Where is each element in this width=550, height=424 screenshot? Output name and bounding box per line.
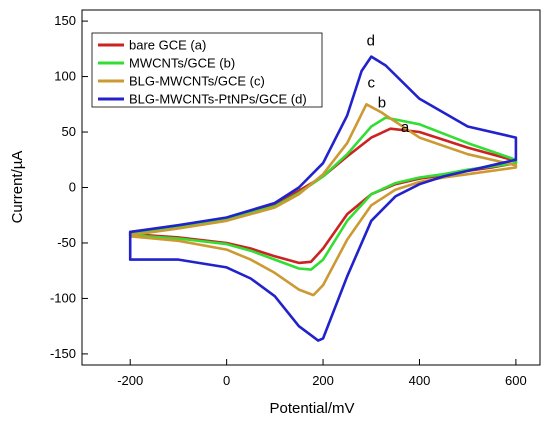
legend-entry-d: BLG-MWCNTs-PtNPs/GCE (d) xyxy=(129,92,307,107)
legend: bare GCE (a) MWCNTs/GCE (b) BLG-MWCNTs/GCE… xyxy=(91,32,323,108)
y-tick-label: -50 xyxy=(57,235,76,250)
x-tick-label: 400 xyxy=(409,373,431,388)
x-tick-label: -200 xyxy=(117,373,143,388)
y-tick-label: -100 xyxy=(50,290,76,305)
legend-entry-b: MWCNTs/GCE (b) xyxy=(129,56,235,71)
curve-label-d: d xyxy=(367,33,375,50)
series-line-c xyxy=(128,103,518,297)
legend-entry-c: BLG-MWCNTs/GCE (c) xyxy=(129,74,265,89)
curve-label-b: b xyxy=(378,95,386,112)
y-tick-label: 150 xyxy=(54,13,76,28)
y-tick-label: 100 xyxy=(54,69,76,84)
curve-label-a: a xyxy=(401,119,410,136)
y-axis-label: Current/µA xyxy=(9,151,26,224)
x-tick-label: 600 xyxy=(505,373,527,388)
x-tick-label: 0 xyxy=(223,373,230,388)
series-line-d xyxy=(128,55,518,342)
legend-box xyxy=(91,32,323,108)
y-tick-label: -150 xyxy=(50,346,76,361)
legend-entry-a: bare GCE (a) xyxy=(129,38,206,53)
annotations: abc d xyxy=(367,33,410,137)
axes-layer: -200 0 200 400 600 -150 -100 -50 0 50 100 150 xyxy=(50,13,527,388)
x-axis-label: Potential/mV xyxy=(269,400,354,417)
curve-label-c: c xyxy=(368,75,376,92)
series-layer xyxy=(128,55,518,342)
y-tick-label: 0 xyxy=(69,180,76,195)
y-tick-label: 50 xyxy=(62,124,76,139)
x-tick-label: 200 xyxy=(312,373,334,388)
